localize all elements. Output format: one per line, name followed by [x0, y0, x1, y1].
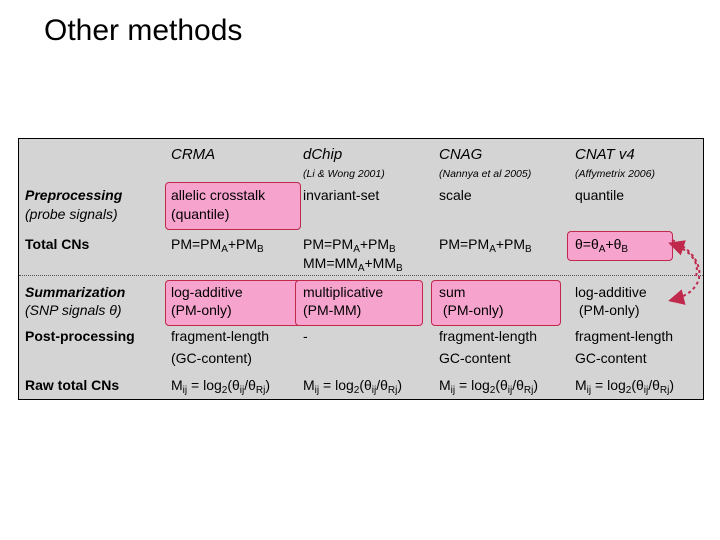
formula-part-two: 2 — [353, 385, 360, 396]
formula-part-m: M — [171, 377, 183, 393]
formula-part-open: (θ — [631, 377, 644, 393]
column-header-dchip: dChip — [303, 146, 343, 163]
dchip-total-cns-line1: PM=PMA+PMB — [303, 236, 396, 255]
formula-part-rj: Rj — [387, 385, 398, 396]
formula-part-slash: /θ — [648, 377, 660, 393]
formula-part-m: M — [439, 377, 451, 393]
formula-part-eq: = log — [187, 377, 222, 393]
column-header-crma: CRMA — [171, 146, 216, 163]
formula-part-ij2: ij — [239, 385, 245, 396]
formula-part-slash: /θ — [244, 377, 256, 393]
formula-part-ij: ij — [314, 385, 320, 396]
row-label-post-processing: Post-processing — [25, 328, 135, 344]
formula-part-ij2: ij — [371, 385, 377, 396]
formula-part-close: ) — [533, 377, 539, 393]
formula-part-two: 2 — [489, 385, 496, 396]
formula-part-eq: = log — [455, 377, 490, 393]
cnat-total-cns: θ=θA+θB — [575, 236, 629, 255]
formula-part-rj: Rj — [659, 385, 670, 396]
dchip-summarization-line1: multiplicative — [303, 284, 384, 300]
cnag-preprocessing: scale — [439, 187, 472, 203]
cnag-raw-total-cns: Mij = log2(θij/θRj) — [439, 376, 539, 396]
formula-part-slash: /θ — [376, 377, 388, 393]
dchip-raw-total-cns: Mij = log2(θij/θRj) — [303, 376, 403, 396]
formula-part-ij: ij — [182, 385, 188, 396]
column-header-cnat: CNAT v4 — [575, 146, 635, 163]
formula-part-close: ) — [397, 377, 403, 393]
row-sublabel-preprocessing: (probe signals) — [25, 206, 118, 222]
dchip-summarization-line2: (PM-MM) — [303, 302, 362, 318]
formula-part-m: M — [303, 377, 315, 393]
formula-part-rj: Rj — [523, 385, 534, 396]
crma-post-processing-line2: (GC-content) — [171, 350, 252, 366]
formula-part-open: (θ — [495, 377, 508, 393]
formula-part-close: ) — [265, 377, 271, 393]
cnat-raw-total-cns: Mij = log2(θij/θRj) — [575, 376, 675, 396]
crma-total-cns: PM=PMA+PMB — [171, 236, 264, 255]
highlight-crma-preprocessing — [165, 182, 301, 230]
row-label-total-cns: Total CNs — [25, 236, 90, 252]
dchip-total-cns-line2: MM=MMA+MMB — [303, 255, 403, 274]
formula-part-two: 2 — [221, 385, 228, 396]
formula-part-close: ) — [669, 377, 675, 393]
formula-part-ij: ij — [450, 385, 456, 396]
formula-part-two: 2 — [625, 385, 632, 396]
cnat-post-processing-line2: GC-content — [575, 350, 647, 366]
cnag-summarization-line1: sum — [439, 284, 466, 300]
row-label-summarization: Summarization — [25, 284, 126, 300]
formula-part-ij2: ij — [643, 385, 649, 396]
crma-summarization-line2: (PM-only) — [171, 302, 232, 318]
formula-part-eq: = log — [591, 377, 626, 393]
cnag-summarization-line2: (PM-only) — [439, 302, 504, 318]
page-title: Other methods — [44, 14, 243, 47]
column-ref-cnat: (Affymetrix 2006) — [575, 168, 655, 180]
formula-part-ij: ij — [586, 385, 592, 396]
formula-part-open: (θ — [227, 377, 240, 393]
column-ref-cnag: (Nannya et al 2005) — [439, 168, 532, 180]
cnag-post-processing-line1: fragment-length — [439, 328, 538, 344]
column-ref-dchip: (Li & Wong 2001) — [303, 168, 385, 180]
highlight-dchip-summarization — [295, 280, 423, 326]
row-separator — [19, 275, 703, 276]
cnat-summarization-line1: log-additive — [575, 284, 647, 300]
highlight-cnat-total — [567, 231, 673, 261]
formula-part-rj: Rj — [255, 385, 266, 396]
formula-part-eq: = log — [319, 377, 354, 393]
row-label-preprocessing: Preprocessing — [25, 187, 123, 203]
cnat-preprocessing: quantile — [575, 187, 625, 203]
formula-part-open: (θ — [359, 377, 372, 393]
crma-summarization-line1: log-additive — [171, 284, 243, 300]
crma-preprocessing-line1: allelic crosstalk — [171, 187, 266, 203]
cnat-post-processing-line1: fragment-length — [575, 328, 674, 344]
methods-table: CRMA dChip (Li & Wong 2001) CNAG (Nannya… — [18, 138, 704, 400]
formula-part-m: M — [575, 377, 587, 393]
dchip-post-processing: - — [303, 328, 308, 344]
arrow-down-icon — [668, 239, 701, 305]
formula-part-slash: /θ — [512, 377, 524, 393]
crma-raw-total-cns: Mij = log2(θij/θRj) — [171, 376, 271, 396]
dchip-preprocessing: invariant-set — [303, 187, 380, 203]
row-sublabel-summarization: (SNP signals θ) — [25, 302, 122, 318]
crma-preprocessing-line2: (quantile) — [171, 206, 230, 222]
crma-post-processing-line1: fragment-length — [171, 328, 270, 344]
row-label-raw-total-cns: Raw total CNs — [25, 377, 120, 393]
column-header-cnag: CNAG — [439, 146, 483, 163]
cnag-total-cns: PM=PMA+PMB — [439, 236, 532, 255]
cnag-post-processing-line2: GC-content — [439, 350, 511, 366]
highlight-cnag-summarization — [431, 280, 561, 326]
highlight-crma-summarization — [165, 280, 301, 326]
cnat-summarization-line2: (PM-only) — [575, 302, 640, 318]
arrow-up-icon — [668, 240, 698, 277]
formula-part-ij2: ij — [507, 385, 513, 396]
